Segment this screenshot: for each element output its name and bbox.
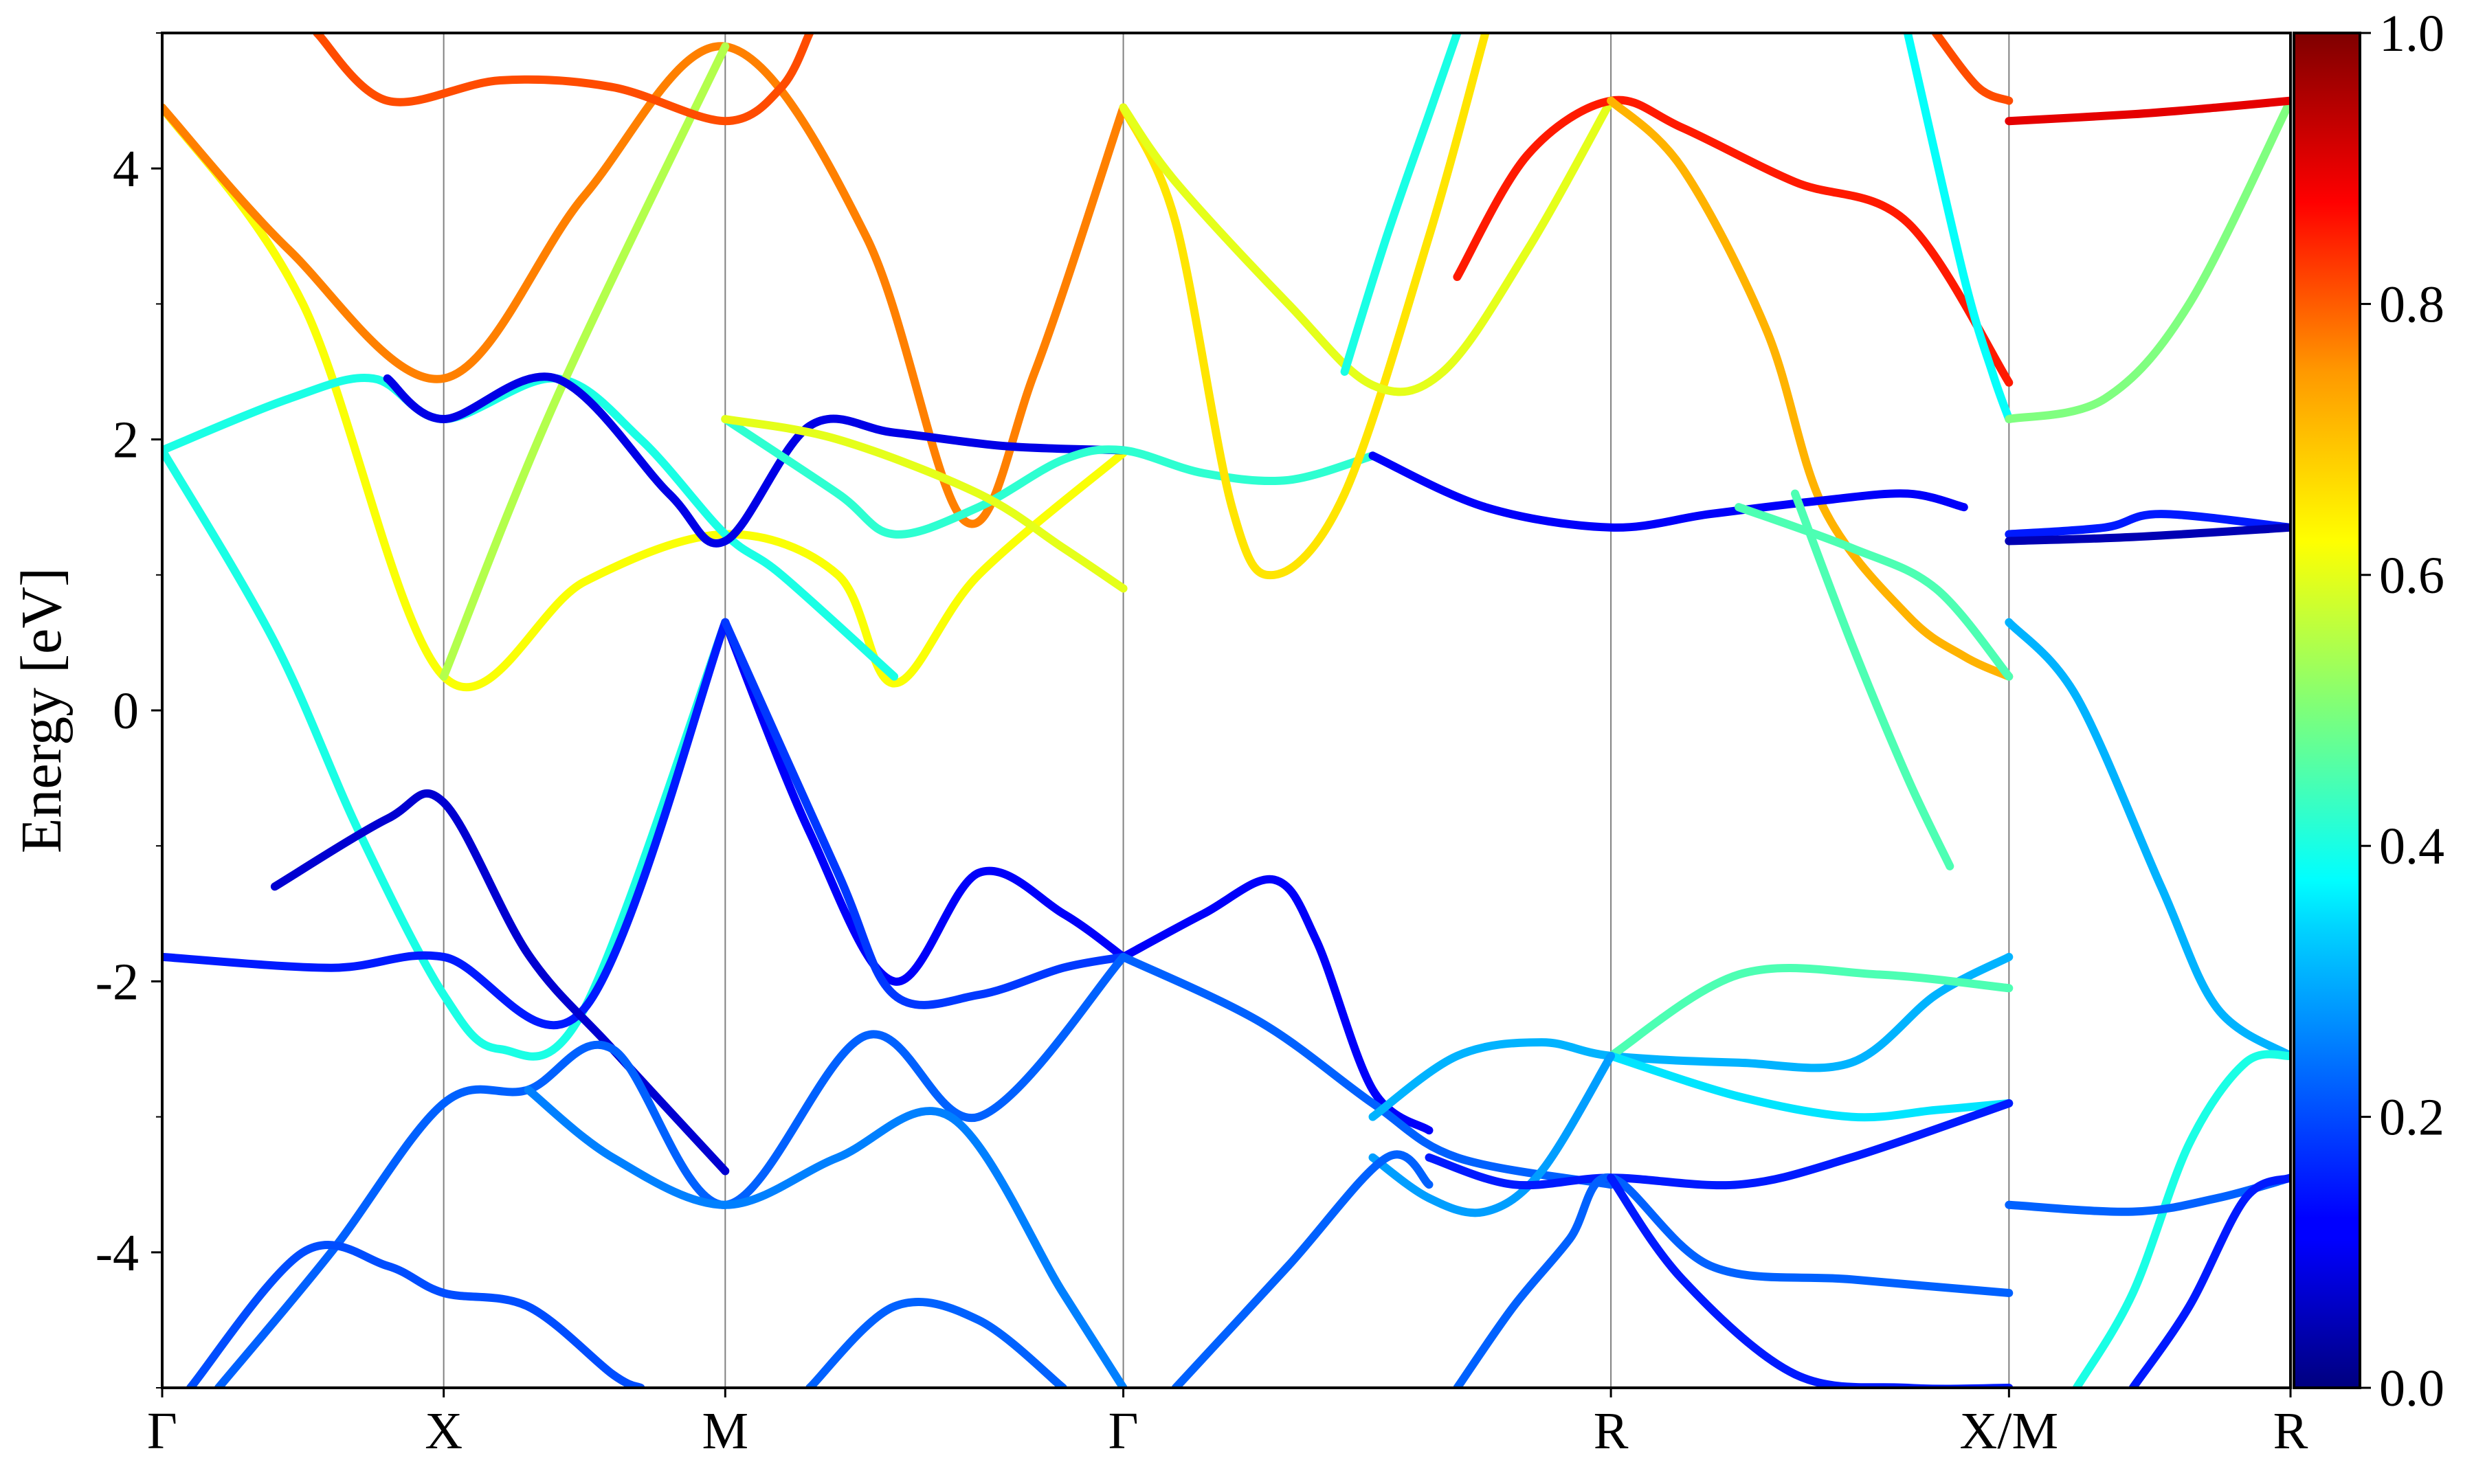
- band-3: [162, 446, 730, 1061]
- band-37: [2005, 618, 2291, 1060]
- band-5: [313, 33, 814, 126]
- band-1: [162, 42, 1128, 528]
- x-tick-label: M: [702, 1402, 749, 1460]
- high-symmetry-gridlines: [443, 33, 2010, 1388]
- band-26: [1607, 964, 2014, 1060]
- band-24: [1119, 952, 1616, 1189]
- band-6: [383, 372, 1128, 548]
- band-9: [1119, 33, 1490, 580]
- band-14: [1368, 451, 1968, 532]
- x-tick-label: X/M: [1960, 1402, 2059, 1460]
- band-19: [162, 618, 730, 1030]
- colorbar-tick-label: 0.2: [2379, 1089, 2444, 1147]
- x-axis-ticks: Γ X M Γ R X/M R: [147, 1388, 2308, 1460]
- band-25: [1368, 952, 2014, 1121]
- y-tick-label: 4: [113, 140, 139, 198]
- band-11: [1340, 33, 1462, 376]
- band-17: [1931, 33, 2014, 105]
- colorbar: [2293, 32, 2361, 1389]
- band-27: [1607, 1051, 2014, 1122]
- band-13: [1607, 96, 2014, 681]
- band-33: [805, 1298, 1067, 1388]
- x-tick-label: R: [1594, 1402, 1629, 1460]
- band-15: [1735, 503, 2014, 681]
- y-tick-label: 0: [113, 682, 139, 740]
- y-tick-label: -2: [96, 953, 139, 1011]
- y-axis-title: Energy [eV]: [10, 567, 74, 853]
- y-axis-ticks: 4 2 0 -2 -4: [96, 32, 162, 1389]
- colorbar-tick-label: 0.6: [2379, 547, 2444, 605]
- band-7: [721, 415, 1377, 539]
- band-8: [721, 415, 1128, 593]
- band-lines: [162, 33, 2291, 1388]
- colorbar-tick-label: 0.0: [2379, 1360, 2444, 1417]
- colorbar-ticks: 0.0 0.2 0.4 0.6 0.8 1.0: [2360, 5, 2444, 1417]
- band-36: [1607, 1173, 2014, 1388]
- band-21: [721, 618, 1128, 986]
- band-10: [1119, 96, 1616, 396]
- band-31: [524, 1086, 1128, 1388]
- band-44: [2128, 1173, 2291, 1388]
- band-28: [1368, 1051, 1616, 1217]
- band-39: [2005, 96, 2291, 126]
- x-tick-label: R: [2273, 1402, 2308, 1460]
- y-tick-label: -4: [96, 1224, 139, 1282]
- band-40: [2005, 510, 2291, 539]
- band-22: [721, 618, 1128, 1009]
- colorbar-tick-label: 0.8: [2379, 276, 2444, 333]
- x-tick-label: Γ: [1108, 1402, 1139, 1460]
- colorbar-tick-label: 0.4: [2379, 818, 2444, 875]
- band-23: [1119, 875, 1434, 1135]
- x-tick-label: Γ: [147, 1402, 177, 1460]
- colorbar-tick-label: 1.0: [2379, 5, 2444, 63]
- band-0: [162, 103, 1128, 692]
- band-12: [1453, 95, 2014, 387]
- band-30: [214, 952, 1128, 1388]
- band-4: [439, 42, 730, 681]
- band-42: [2072, 1050, 2291, 1388]
- band-41: [2005, 523, 2291, 546]
- band-29: [1425, 1099, 2014, 1190]
- band-32: [186, 1241, 645, 1388]
- band-38: [2005, 96, 2291, 423]
- band-34: [1171, 1150, 1434, 1388]
- band-18: [1791, 489, 1954, 870]
- y-tick-label: 2: [113, 412, 139, 469]
- band-16: [1903, 33, 2014, 423]
- x-tick-label: X: [425, 1402, 463, 1460]
- band-35: [1453, 1173, 2014, 1388]
